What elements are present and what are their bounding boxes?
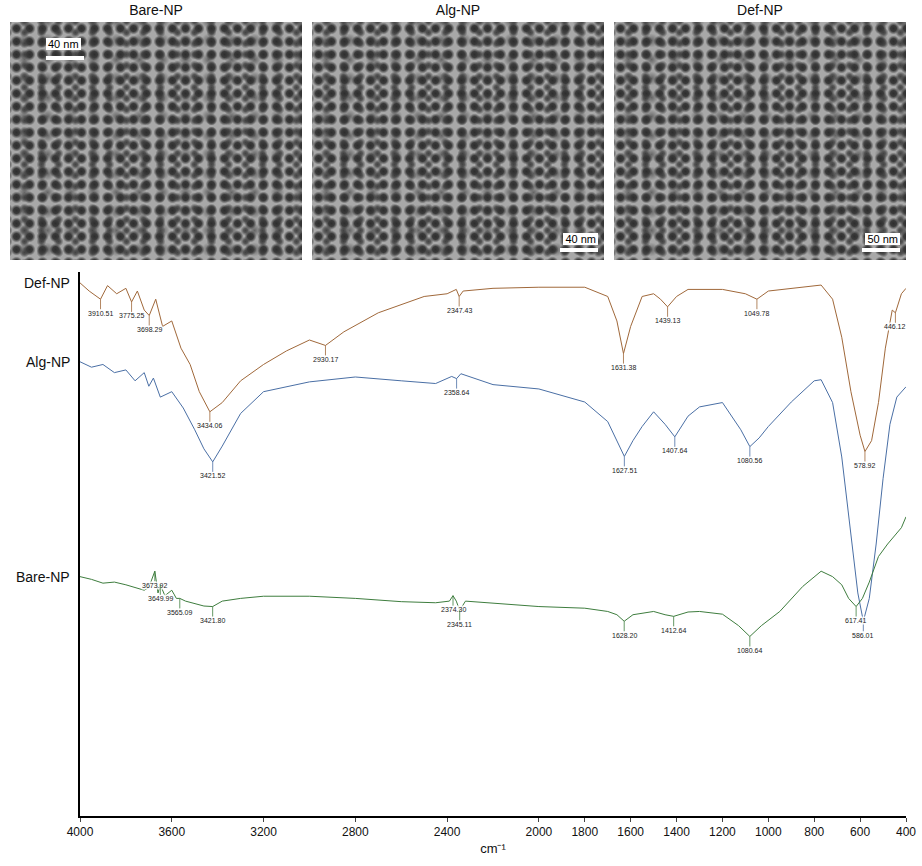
svg-text:Alg-NP: Alg-NP (26, 354, 70, 370)
svg-text:800: 800 (804, 825, 824, 839)
html-text:Alg-NP: Alg-NP (435, 2, 481, 18)
svg-text:1000: 1000 (755, 825, 782, 839)
svg-text:3673.92: 3673.92 (142, 582, 167, 589)
svg-text:2358.64: 2358.64 (444, 389, 469, 396)
svg-text:2930.17: 2930.17 (313, 356, 338, 363)
svg-text:617.41: 617.41 (845, 617, 867, 624)
svg-text:3649.99: 3649.99 (148, 595, 173, 602)
svg-text:400: 400 (896, 825, 916, 839)
html-text:Def-NP: Def-NP (737, 2, 783, 18)
svg-text:1400: 1400 (663, 825, 690, 839)
svg-text:cm⁻¹: cm⁻¹ (480, 841, 506, 856)
svg-text:3421.52: 3421.52 (200, 472, 225, 479)
svg-text:3565.09: 3565.09 (167, 609, 192, 616)
svg-text:600: 600 (850, 825, 870, 839)
svg-text:2400: 2400 (434, 825, 461, 839)
svg-text:446.12: 446.12 (884, 323, 906, 330)
svg-text:2800: 2800 (342, 825, 369, 839)
svg-text:Def-NP: Def-NP (24, 275, 70, 291)
svg-text:3600: 3600 (158, 825, 185, 839)
svg-text:3421.80: 3421.80 (200, 617, 225, 624)
svg-text:2000: 2000 (526, 825, 553, 839)
svg-text:1407.64: 1407.64 (662, 447, 687, 454)
html-text:40 nm: 40 nm (48, 38, 79, 50)
svg-text:2347.43: 2347.43 (447, 307, 472, 314)
svg-text:1049.78: 1049.78 (744, 310, 769, 317)
svg-text:3434.06: 3434.06 (197, 422, 222, 429)
svg-text:2374.30: 2374.30 (441, 606, 466, 613)
svg-text:1631.38: 1631.38 (611, 364, 636, 371)
svg-text:4000: 4000 (67, 825, 94, 839)
svg-text:1800: 1800 (571, 825, 598, 839)
svg-text:578.92: 578.92 (854, 462, 876, 469)
svg-text:1080.56: 1080.56 (737, 457, 762, 464)
svg-text:3200: 3200 (250, 825, 277, 839)
svg-text:3698.29: 3698.29 (137, 326, 162, 333)
svg-text:3775.25: 3775.25 (119, 312, 144, 319)
svg-text:1200: 1200 (709, 825, 736, 839)
html-text:Bare-NP: Bare-NP (129, 2, 183, 18)
svg-text:Bare-NP: Bare-NP (16, 569, 70, 585)
svg-text:1080.64: 1080.64 (737, 647, 762, 654)
svg-text:3910.51: 3910.51 (88, 310, 113, 317)
html-text:40 nm: 40 nm (565, 233, 596, 245)
svg-text:586.01: 586.01 (852, 632, 874, 639)
svg-text:1412.64: 1412.64 (661, 627, 686, 634)
html-text:50 nm: 50 nm (867, 233, 898, 245)
svg-text:1439.13: 1439.13 (655, 317, 680, 324)
svg-text:1628.20: 1628.20 (612, 632, 637, 639)
svg-text:2345.11: 2345.11 (447, 621, 472, 628)
svg-text:1600: 1600 (617, 825, 644, 839)
svg-text:1627.51: 1627.51 (612, 467, 637, 474)
